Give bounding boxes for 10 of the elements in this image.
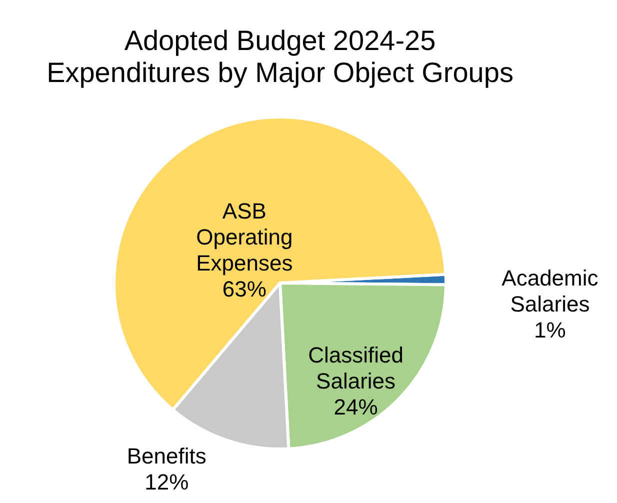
data-label: 12% bbox=[144, 469, 189, 494]
data-label: 24% bbox=[334, 394, 378, 420]
chart-subtitle: Expenditures by Major Object Groups bbox=[46, 57, 514, 88]
slice-label: ASB Operating Expenses bbox=[196, 198, 293, 276]
slice-label: Benefits bbox=[126, 443, 206, 468]
chart-title: Adopted Budget 2024-25 bbox=[124, 25, 436, 56]
data-label: 1% bbox=[534, 317, 566, 342]
slice-label: Academic Salaries bbox=[502, 265, 598, 316]
slice-label: Classified Salaries bbox=[308, 342, 404, 394]
data-label: 63% bbox=[222, 276, 266, 302]
